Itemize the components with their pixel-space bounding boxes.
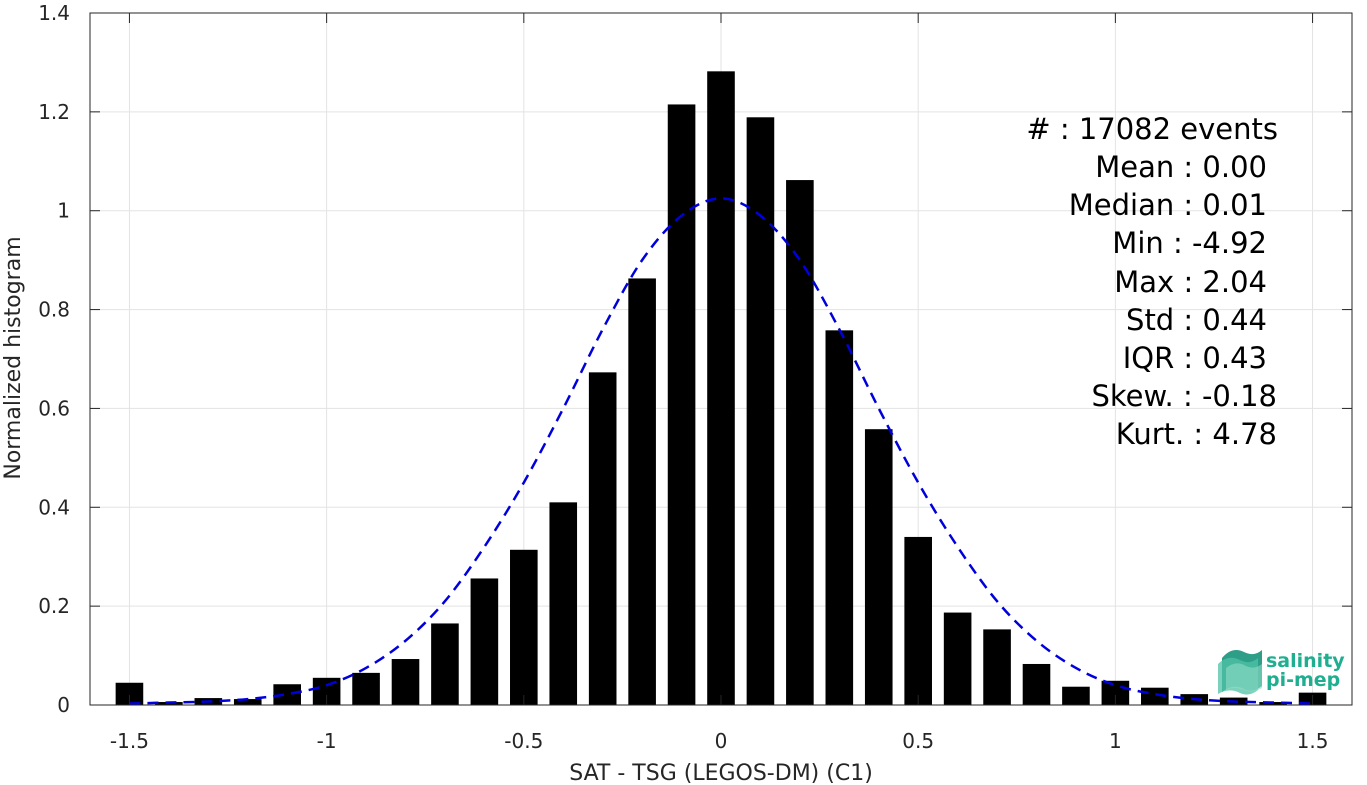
- x-tick-labels: -1.5 -1 -0.5 0 0.5 1 1.5: [110, 729, 1329, 753]
- x-tick-label: -0.5: [504, 729, 543, 753]
- salinity-pimep-logo: salinity pi-mep: [1218, 650, 1345, 695]
- y-tick-label: 0.2: [38, 594, 70, 618]
- stat-median: Median : 0.01: [1069, 188, 1267, 222]
- y-tick-label: 0.4: [38, 495, 70, 519]
- stat-events: # : 17082 events: [1026, 112, 1278, 146]
- plot-axes: [89, 12, 1353, 706]
- x-tick-label: 0: [715, 729, 728, 753]
- y-tick-label: 1.4: [38, 1, 70, 25]
- y-tick-labels: 0 0.2 0.4 0.6 0.8 1 1.2 1.4: [38, 1, 70, 717]
- stat-iqr: IQR : 0.43: [1123, 341, 1267, 375]
- histogram-bar: [667, 104, 696, 705]
- histogram-bar: [904, 536, 932, 705]
- histogram-bar: [825, 330, 854, 705]
- histogram-bar: [510, 549, 538, 705]
- histogram-bar: [588, 372, 617, 705]
- histogram-bar: [1022, 663, 1051, 705]
- stat-kurt: Kurt. : 4.78: [1116, 417, 1277, 451]
- x-tick-label: 1: [1109, 729, 1122, 753]
- x-axis-label: SAT - TSG (LEGOS-DM) (C1): [569, 761, 873, 785]
- logo-text-line1: salinity: [1266, 650, 1345, 672]
- histogram-bar: [1062, 686, 1090, 705]
- stat-min: Min : -4.92: [1112, 226, 1267, 260]
- stat-std: Std : 0.44: [1126, 303, 1267, 337]
- histogram-bar: [786, 180, 814, 705]
- histogram-bar: [707, 71, 735, 706]
- histogram-bar: [470, 578, 499, 705]
- histogram-bar: [549, 502, 578, 705]
- y-axis-label: Normalized histogram: [1, 236, 26, 479]
- histogram-bar: [431, 623, 459, 705]
- y-tick-label: 0: [57, 693, 70, 717]
- histogram-bar: [233, 699, 262, 705]
- statistics-annotation: # : 17082 events Mean : 0.00 Median : 0.…: [1026, 112, 1278, 451]
- y-tick-label: 1: [57, 199, 70, 223]
- histogram-bar: [983, 629, 1011, 705]
- y-tick-label: 0.6: [38, 396, 70, 420]
- y-tick-label: 1.2: [38, 100, 70, 124]
- gaussian-fit-line: [129, 197, 1313, 705]
- x-tick-label: -1.5: [110, 729, 149, 753]
- logo-wave-icon: [1218, 650, 1262, 695]
- x-tick-label: -1: [317, 729, 337, 753]
- stat-mean: Mean : 0.00: [1095, 150, 1267, 184]
- x-tick-label: 0.5: [902, 729, 934, 753]
- histogram-bar: [391, 659, 420, 705]
- y-tick-label: 0.8: [38, 298, 70, 322]
- histogram-bar: [746, 117, 775, 705]
- stat-skew: Skew. : -0.18: [1091, 379, 1277, 413]
- logo-text-line2: pi-mep: [1266, 669, 1340, 691]
- histogram-bar: [352, 672, 380, 705]
- bars: [115, 71, 1327, 706]
- histogram-bar: [273, 684, 301, 705]
- histogram-bar: [115, 682, 144, 705]
- x-tick-label: 1.5: [1297, 729, 1329, 753]
- stat-max: Max : 2.04: [1114, 265, 1267, 299]
- histogram-bar: [943, 612, 972, 705]
- histogram-bar: [628, 278, 656, 705]
- histogram-bar: [864, 429, 893, 705]
